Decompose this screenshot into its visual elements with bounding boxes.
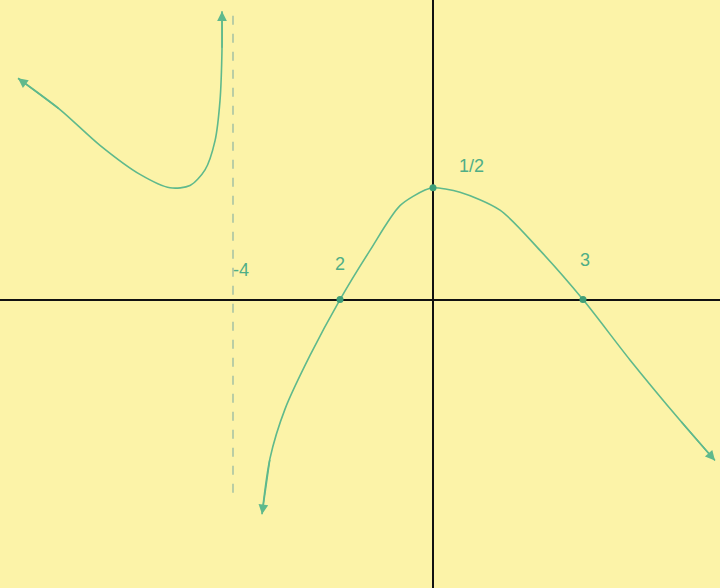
svg-text:3: 3	[580, 250, 590, 270]
svg-text:2: 2	[335, 254, 345, 274]
svg-text:1/2: 1/2	[459, 156, 484, 176]
svg-text:-4: -4	[233, 260, 249, 280]
